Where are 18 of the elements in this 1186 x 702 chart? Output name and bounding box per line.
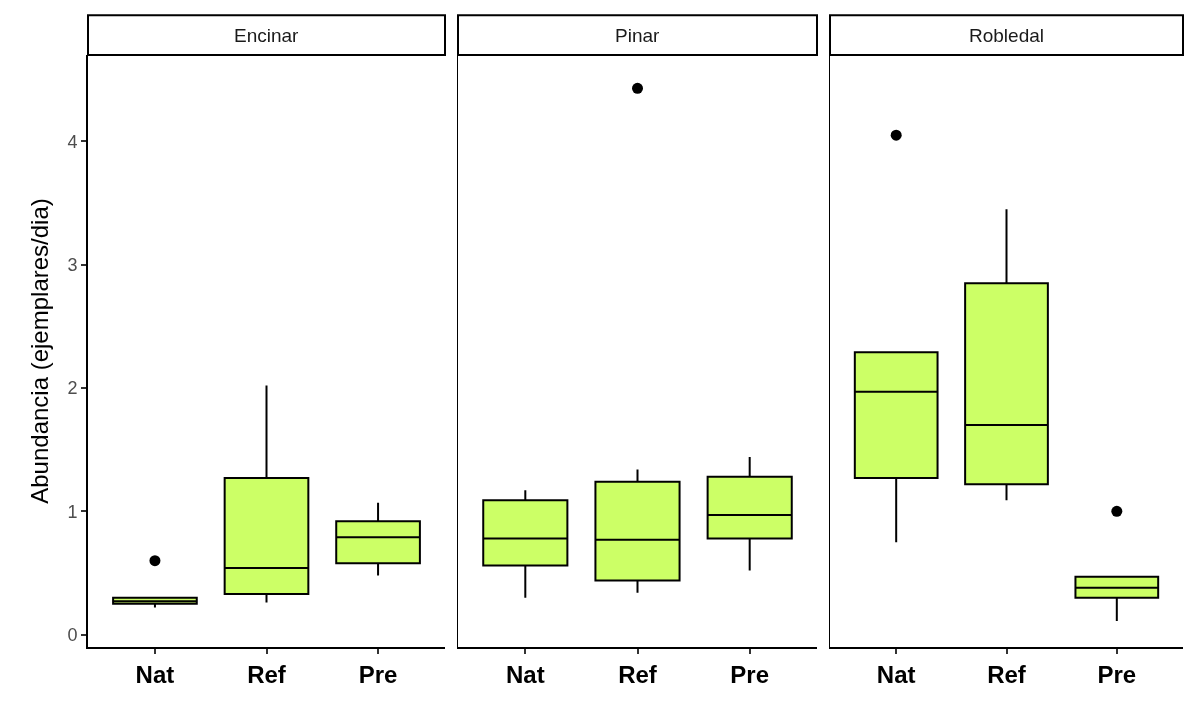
y-tick-label: 4 bbox=[67, 131, 78, 152]
chart-title: Encinar bbox=[234, 25, 300, 46]
x-tick-label: Nat bbox=[135, 660, 175, 688]
x-tick-label: Nat bbox=[505, 660, 545, 688]
y-tick-label: 0 bbox=[67, 624, 78, 645]
x-tick-label: Ref bbox=[247, 660, 287, 688]
x-tick-label: Ref bbox=[987, 660, 1027, 688]
x-tick-label: Nat bbox=[876, 660, 916, 688]
y-tick-label: 2 bbox=[67, 378, 78, 399]
chart-title: Pinar bbox=[615, 25, 661, 46]
x-tick-label: Ref bbox=[618, 660, 658, 688]
x-tick-label: Pre bbox=[358, 660, 398, 688]
y-tick-label: 1 bbox=[67, 501, 78, 522]
chart-title: Robledal bbox=[969, 25, 1044, 46]
y-tick-label: 3 bbox=[67, 254, 78, 275]
x-tick-label: Pre bbox=[1097, 660, 1137, 688]
y-axis-title: Abundancia (ejemplares/dia) bbox=[25, 198, 53, 504]
x-tick-label: Pre bbox=[730, 660, 770, 688]
